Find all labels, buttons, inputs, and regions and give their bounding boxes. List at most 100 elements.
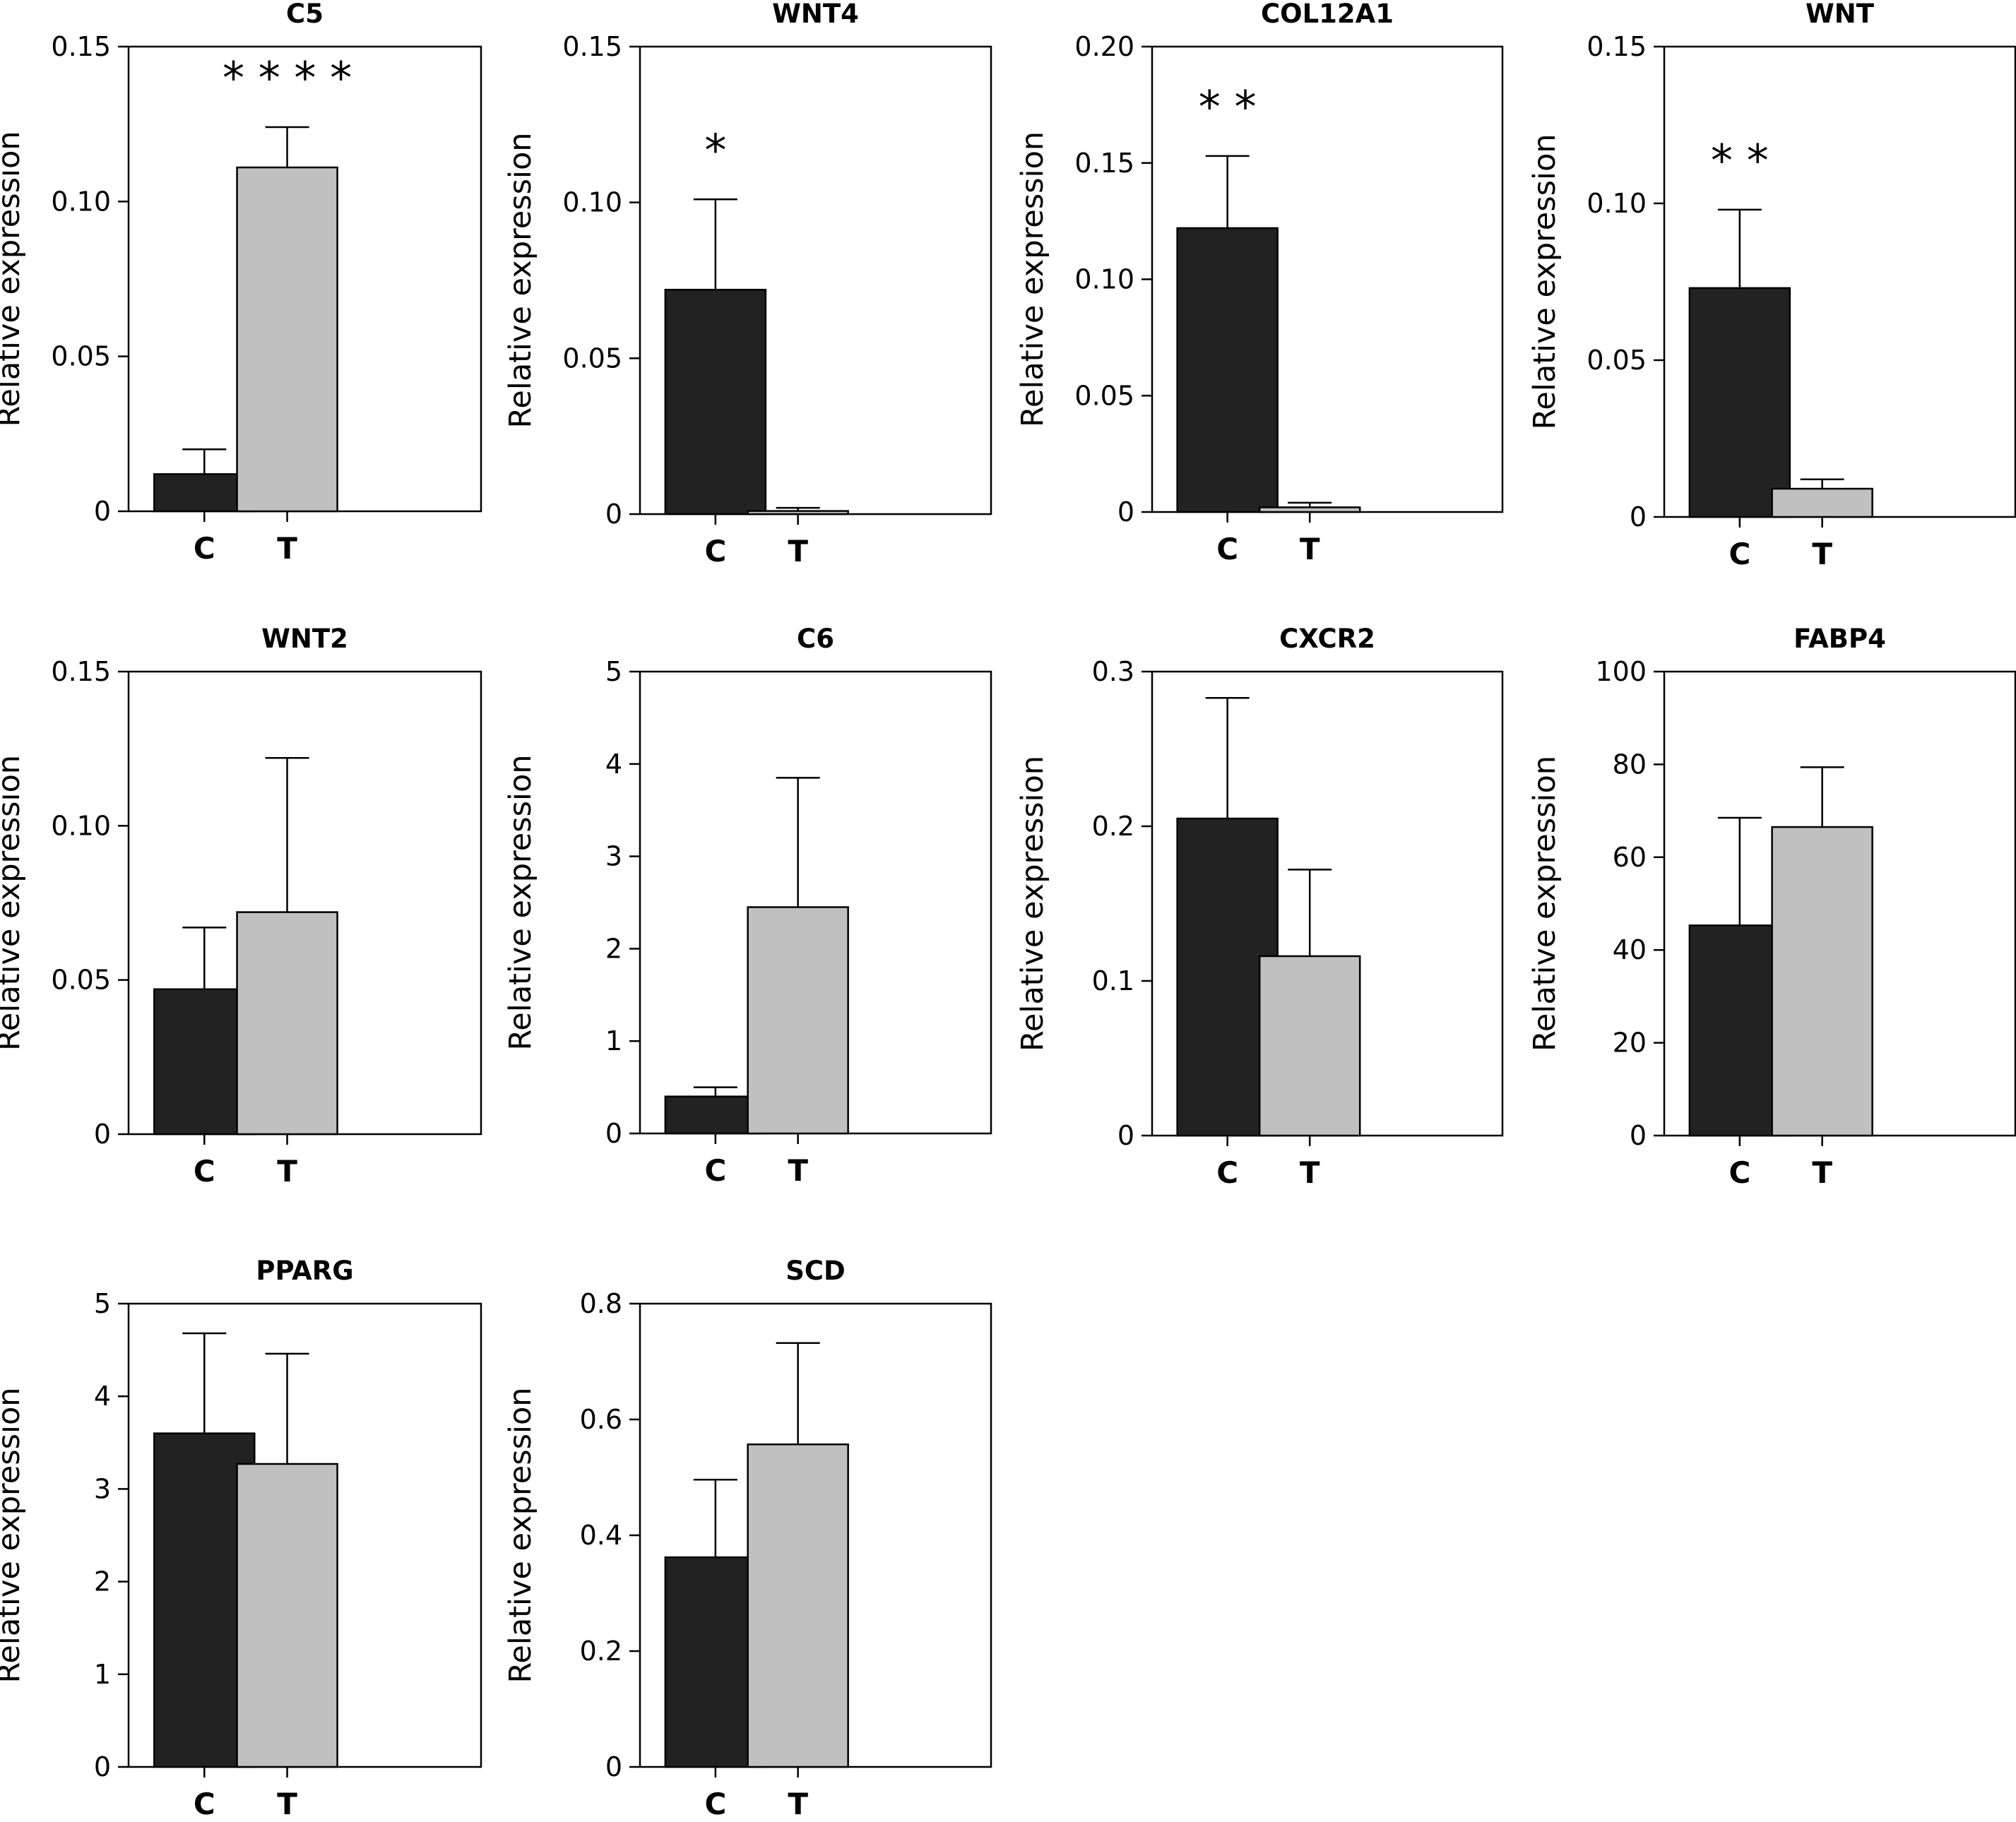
x-category-label: C xyxy=(1729,1155,1750,1190)
y-tick-label: 5 xyxy=(94,1288,111,1319)
x-category-label: T xyxy=(1812,537,1832,571)
x-category-label: T xyxy=(788,1787,808,1821)
bar-t xyxy=(747,906,849,1135)
y-tick-label: 0.1 xyxy=(1092,965,1134,996)
x-category-label: C xyxy=(704,1153,726,1188)
chart-title: C6 xyxy=(797,624,834,654)
x-category-label: C xyxy=(194,531,215,566)
bar-t xyxy=(236,1463,338,1768)
significance-stars: * * xyxy=(1199,81,1257,133)
bar-t xyxy=(236,911,338,1136)
chart-panel-cxcr2: CXCR2 0 0.1 0.2 0.3 Relative expression C T xyxy=(1015,624,1504,1190)
y-tick-label: 0.05 xyxy=(51,341,111,372)
bar-t xyxy=(747,1443,849,1768)
x-category-label: C xyxy=(1729,537,1750,571)
y-tick-label: 0.6 xyxy=(580,1404,622,1435)
y-axis-label: Relative expression xyxy=(503,1387,538,1683)
chart-title: WNT xyxy=(1805,0,1875,29)
significance-stars: * xyxy=(704,124,726,176)
y-tick-label: 1 xyxy=(605,1025,622,1056)
y-axis-label: Relative expression xyxy=(503,754,538,1050)
y-axis-label: Relative expression xyxy=(1527,133,1563,429)
y-tick-label: 0 xyxy=(94,496,111,527)
y-tick-label: 0 xyxy=(605,1118,622,1149)
chart-panel-fabp4: FABP4 0 20 40 60 80 100 Relative expression C T xyxy=(1527,624,2016,1190)
x-category-label: T xyxy=(277,531,297,566)
chart-title: COL12A1 xyxy=(1261,0,1394,29)
y-tick-label: 0.10 xyxy=(51,186,111,217)
y-tick-label: 0.05 xyxy=(1074,380,1134,411)
y-tick-label: 5 xyxy=(605,656,622,687)
y-tick-label: 0 xyxy=(605,499,622,530)
y-tick-label: 0.05 xyxy=(51,965,111,996)
y-tick-label: 0.05 xyxy=(562,343,622,374)
chart-title: SCD xyxy=(785,1256,846,1286)
x-category-label: C xyxy=(1216,1155,1238,1190)
y-tick-label: 0.2 xyxy=(1092,811,1134,842)
y-tick-label: 0 xyxy=(94,1119,111,1150)
chart-panel-col12a1: COL12A1 0 0.05 0.10 0.15 0.20 Relative express… xyxy=(1015,0,1504,566)
chart-panel-wnt: WNT 0 0.05 0.10 0.15 Relative expression C T * * xyxy=(1527,0,2016,571)
x-category-label: C xyxy=(194,1787,215,1821)
y-tick-label: 0 xyxy=(1117,496,1134,528)
x-category-label: T xyxy=(1812,1155,1832,1190)
bar-c xyxy=(664,288,767,516)
y-axis-label: Relative expression xyxy=(0,1387,27,1683)
y-tick-label: 0.3 xyxy=(1092,656,1134,687)
y-tick-label: 0.05 xyxy=(1587,345,1647,376)
y-tick-label: 0.15 xyxy=(1587,31,1647,62)
y-axis-label: Relative expression xyxy=(0,755,27,1051)
significance-stars: * * xyxy=(1711,135,1769,186)
y-tick-label: 1 xyxy=(94,1659,111,1690)
chart-panel-c5: C5 0 0.05 0.10 0.15 Relative expression C T * * … xyxy=(0,0,482,566)
y-tick-label: 20 xyxy=(1613,1028,1647,1059)
x-category-label: T xyxy=(277,1787,297,1821)
bar-t xyxy=(747,510,849,516)
chart-title: CXCR2 xyxy=(1279,624,1375,654)
x-category-label: T xyxy=(1300,1155,1320,1190)
chart-title: WNT2 xyxy=(261,624,348,654)
y-tick-label: 60 xyxy=(1613,842,1647,873)
y-tick-label: 0.15 xyxy=(51,31,111,62)
y-tick-label: 3 xyxy=(94,1473,111,1504)
bar-c xyxy=(1176,227,1279,513)
chart-panel-pparg: PPARG 0 1 2 3 4 5 Relative expression C T xyxy=(0,1256,482,1821)
chart-panel-wnt2: WNT2 0 0.05 0.10 0.15 Relative expression C T xyxy=(0,624,482,1189)
y-tick-label: 0 xyxy=(1630,1120,1647,1151)
y-tick-label: 0.10 xyxy=(1587,188,1647,219)
y-tick-label: 0.8 xyxy=(580,1288,622,1319)
bar-t xyxy=(1258,955,1361,1137)
x-category-label: T xyxy=(788,534,808,568)
y-tick-label: 0.10 xyxy=(562,187,622,218)
y-tick-label: 0.15 xyxy=(51,656,111,687)
x-category-label: T xyxy=(277,1154,297,1189)
y-tick-label: 100 xyxy=(1595,656,1647,687)
y-tick-label: 2 xyxy=(605,933,622,964)
y-tick-label: 0.2 xyxy=(580,1636,622,1667)
y-tick-label: 3 xyxy=(605,841,622,872)
y-axis-label: Relative expression xyxy=(1527,756,1563,1052)
chart-panel-wnt4: WNT4 0 0.05 0.10 0.15 Relative expression C T * xyxy=(503,0,992,568)
x-category-label: C xyxy=(704,534,726,568)
y-tick-label: 0 xyxy=(94,1751,111,1782)
y-tick-label: 4 xyxy=(94,1381,111,1412)
y-axis-label: Relative expression xyxy=(503,132,538,428)
y-tick-label: 40 xyxy=(1613,934,1647,965)
x-category-label: C xyxy=(1216,532,1238,566)
bar-t xyxy=(236,166,338,513)
bar-t xyxy=(1771,826,1873,1137)
chart-title: PPARG xyxy=(256,1256,353,1286)
y-axis-label: Relative expression xyxy=(0,131,27,427)
y-tick-label: 0.15 xyxy=(1074,148,1134,179)
bar-c xyxy=(1688,287,1791,518)
x-category-label: T xyxy=(788,1153,808,1188)
y-tick-label: 0.20 xyxy=(1074,31,1134,62)
y-tick-label: 80 xyxy=(1613,749,1647,780)
bar-t xyxy=(1771,487,1873,518)
y-tick-label: 0 xyxy=(1117,1120,1134,1151)
y-tick-label: 0 xyxy=(1630,501,1647,532)
y-tick-label: 0.15 xyxy=(562,31,622,62)
y-tick-label: 0.10 xyxy=(51,810,111,841)
chart-title: FABP4 xyxy=(1793,624,1886,654)
y-tick-label: 2 xyxy=(94,1566,111,1597)
